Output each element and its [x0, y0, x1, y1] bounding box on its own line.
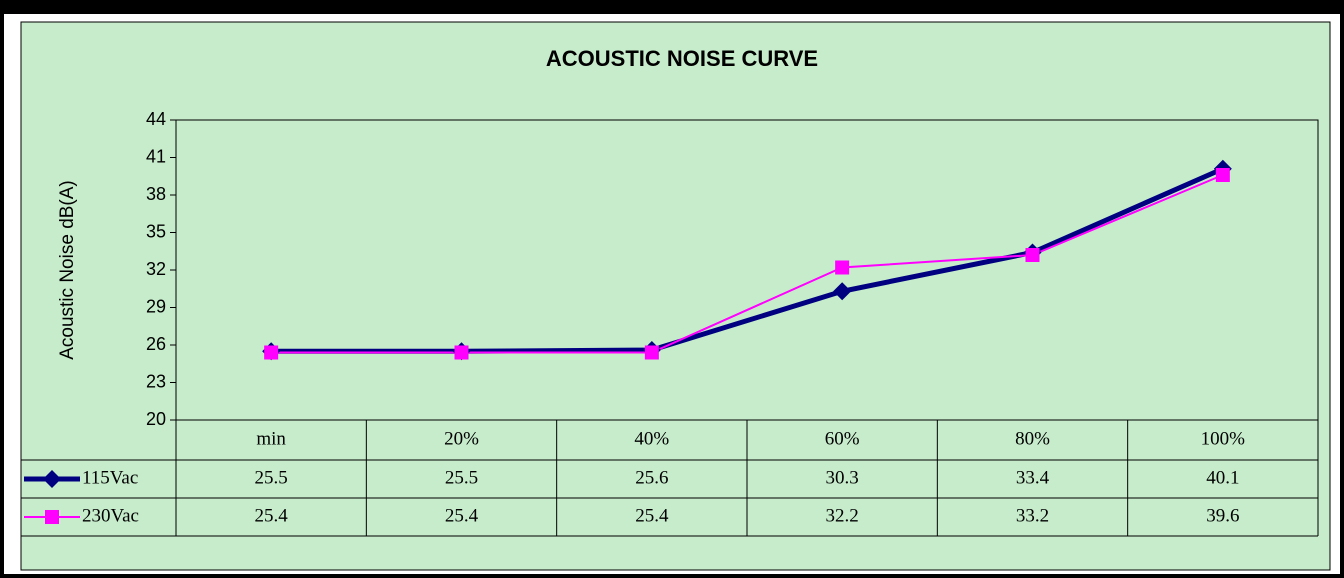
legend-label: 115Vac	[82, 467, 138, 488]
table-value: 30.3	[826, 467, 859, 488]
series-line	[271, 166, 1224, 354]
table-value: 25.4	[445, 505, 479, 526]
data-point	[1215, 168, 1230, 182]
table-value: 25.4	[635, 505, 669, 526]
series-line	[271, 174, 1224, 354]
x-tick-label: 100%	[1201, 428, 1246, 449]
legend-marker	[43, 470, 61, 488]
data-point	[454, 345, 469, 360]
x-tick-label: min	[256, 428, 286, 449]
table-value: 33.4	[1016, 467, 1050, 488]
table-value: 25.4	[255, 505, 289, 526]
y-tick-label: 44	[146, 109, 166, 129]
legend-marker	[45, 510, 59, 524]
table-value: 25.6	[635, 467, 668, 488]
table-value: 40.1	[1206, 467, 1239, 488]
y-axis-label: Acoustic Noise dB(A)	[57, 180, 78, 360]
table-value: 25.5	[255, 467, 288, 488]
table-value: 39.6	[1206, 505, 1239, 526]
x-tick-label: 80%	[1015, 428, 1050, 449]
y-tick-label: 29	[146, 296, 166, 316]
y-tick-label: 23	[146, 371, 166, 391]
table-value: 25.5	[445, 467, 478, 488]
y-tick-label: 20	[146, 409, 166, 429]
y-tick-label: 41	[146, 146, 166, 166]
y-tick-label: 35	[146, 221, 166, 241]
table-value: 32.2	[826, 505, 859, 526]
y-tick-label: 38	[146, 184, 166, 204]
y-tick-label: 26	[146, 334, 166, 354]
data-point	[835, 260, 850, 275]
data-point	[833, 282, 852, 301]
plot-area	[175, 119, 1319, 421]
table-value: 33.2	[1016, 505, 1049, 526]
x-tick-label: 60%	[825, 428, 860, 449]
data-point	[644, 345, 659, 360]
top-bar	[0, 0, 1344, 12]
data-point	[264, 345, 279, 360]
x-tick-label: 40%	[634, 428, 669, 449]
y-tick-label: 32	[146, 259, 166, 279]
legend-label: 230Vac	[82, 505, 139, 526]
chart-title: ACOUSTIC NOISE CURVE	[546, 46, 818, 71]
data-point	[1025, 248, 1040, 262]
x-tick-label: 20%	[444, 428, 479, 449]
